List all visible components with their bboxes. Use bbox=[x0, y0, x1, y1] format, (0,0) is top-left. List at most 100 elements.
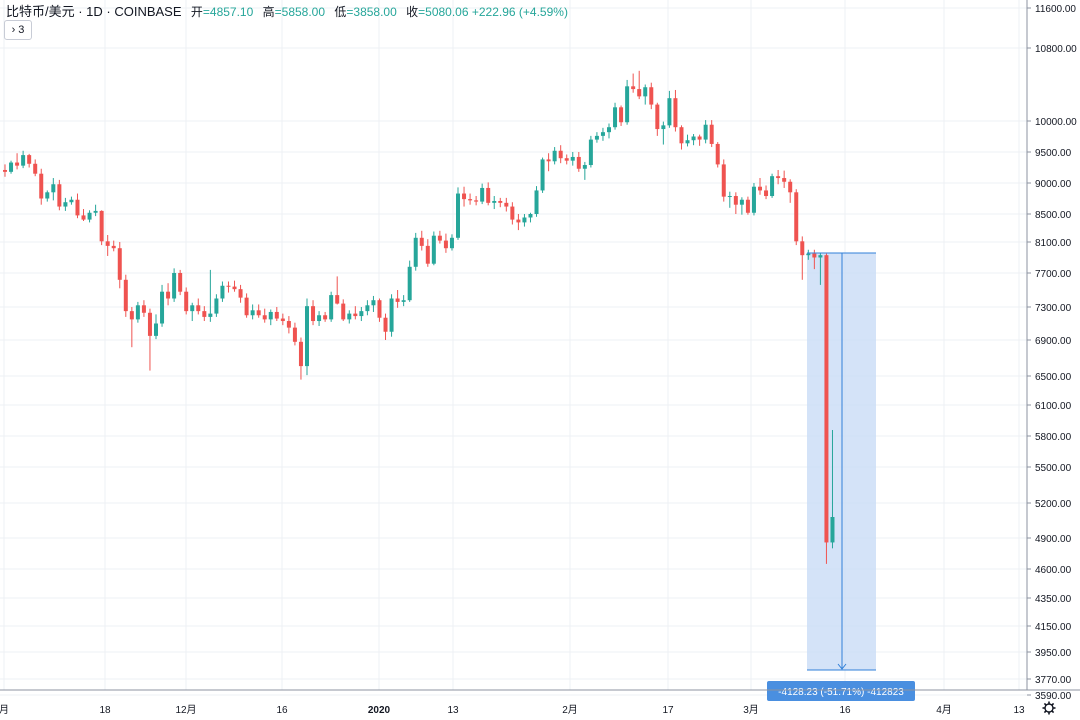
candle-body bbox=[45, 192, 50, 199]
candle-body bbox=[697, 136, 702, 140]
candle bbox=[389, 294, 394, 337]
candle-body bbox=[365, 305, 370, 312]
candle-body bbox=[468, 199, 473, 201]
candle bbox=[770, 173, 775, 198]
candle-body bbox=[806, 253, 811, 256]
price-tick-label: 6500.00 bbox=[1035, 372, 1072, 383]
candle-body bbox=[395, 298, 400, 302]
candle-body bbox=[202, 311, 207, 317]
candle bbox=[401, 295, 406, 307]
candle-body bbox=[739, 199, 744, 205]
price-axis[interactable]: 11600.00 10800.00 10000.00 9500.00 9000.00 85… bbox=[1026, 0, 1077, 702]
candle bbox=[691, 134, 696, 146]
time-tick-label: 月 bbox=[0, 704, 9, 716]
candle-body bbox=[649, 87, 654, 105]
time-tick-label: 12月 bbox=[175, 704, 196, 716]
candle-body bbox=[437, 235, 442, 241]
candle-body bbox=[673, 98, 678, 128]
candle-body bbox=[15, 162, 20, 166]
candle-body bbox=[788, 181, 793, 193]
candle bbox=[824, 253, 829, 564]
candle-body bbox=[268, 311, 273, 320]
candle bbox=[522, 214, 527, 227]
candle bbox=[21, 150, 26, 169]
candle-body bbox=[534, 190, 539, 214]
candle bbox=[317, 311, 322, 326]
price-tick-label: 11600.00 bbox=[1035, 4, 1076, 15]
candle bbox=[256, 304, 261, 318]
candle-body bbox=[190, 305, 195, 312]
candle bbox=[329, 291, 334, 322]
candle bbox=[184, 287, 189, 315]
candle-body bbox=[703, 124, 708, 140]
candle bbox=[129, 307, 134, 348]
time-axis[interactable]: 月 18 12月 16 2020 13 2月 17 3月 16 4月 13 bbox=[0, 689, 1080, 716]
candle-body bbox=[745, 199, 750, 213]
candle bbox=[341, 299, 346, 322]
price-tick-label: 3590.00 bbox=[1035, 691, 1072, 702]
candle bbox=[33, 159, 38, 177]
candle-body bbox=[419, 237, 424, 246]
candle bbox=[292, 322, 297, 346]
candle bbox=[613, 102, 618, 130]
candle-body bbox=[655, 104, 660, 130]
candle-body bbox=[758, 186, 762, 191]
candle bbox=[190, 302, 195, 322]
candle-body bbox=[27, 155, 32, 164]
candle bbox=[27, 153, 32, 168]
candle bbox=[220, 281, 225, 302]
candle bbox=[594, 132, 599, 143]
price-tick-label: 4600.00 bbox=[1035, 565, 1072, 576]
candle-body bbox=[160, 291, 165, 324]
candle bbox=[39, 168, 44, 205]
candle bbox=[111, 240, 116, 252]
candle bbox=[631, 73, 636, 93]
candle-body bbox=[3, 169, 7, 172]
measure-overlay: -4128.23 (-51.71%) -412823 bbox=[767, 252, 915, 701]
candle bbox=[564, 154, 569, 165]
candle bbox=[178, 269, 183, 296]
candle bbox=[208, 269, 213, 322]
candle bbox=[443, 233, 448, 253]
candle-body bbox=[643, 87, 648, 97]
candle-body bbox=[727, 196, 732, 198]
candle-body bbox=[63, 202, 68, 207]
time-tick-label: 2月 bbox=[562, 704, 578, 716]
close-value: =5080.06 bbox=[418, 5, 469, 19]
candle-body bbox=[600, 132, 605, 136]
candle bbox=[395, 290, 400, 308]
candle bbox=[268, 309, 273, 326]
candle-body bbox=[280, 318, 285, 322]
candle bbox=[425, 239, 430, 267]
candle bbox=[830, 430, 835, 549]
price-tick-label: 10000.00 bbox=[1035, 117, 1077, 128]
candle bbox=[141, 300, 146, 317]
candle bbox=[468, 193, 473, 205]
candle-body bbox=[184, 291, 189, 312]
candle bbox=[673, 89, 678, 132]
candle-body bbox=[166, 291, 171, 299]
candle bbox=[540, 157, 545, 193]
time-tick-label: 16 bbox=[839, 705, 851, 716]
candle bbox=[462, 186, 467, 207]
price-tick-label: 3770.00 bbox=[1035, 675, 1072, 686]
candle-body bbox=[721, 164, 726, 197]
price-tick-label: 9000.00 bbox=[1035, 179, 1072, 190]
candle-body bbox=[141, 305, 146, 313]
indicators-toggle-button[interactable]: › 3 bbox=[4, 20, 32, 40]
candle-body bbox=[776, 176, 781, 179]
candle bbox=[727, 191, 732, 208]
candle bbox=[745, 196, 750, 215]
candle bbox=[764, 185, 769, 200]
candle bbox=[93, 204, 98, 217]
candle-body bbox=[105, 241, 110, 246]
candle-body bbox=[576, 156, 581, 169]
candle-body bbox=[323, 315, 328, 320]
candle bbox=[431, 231, 436, 266]
candle-body bbox=[625, 86, 630, 123]
candle bbox=[232, 280, 237, 292]
candle bbox=[655, 102, 660, 136]
gear-icon[interactable] bbox=[1042, 701, 1056, 715]
candle-body bbox=[661, 125, 666, 130]
